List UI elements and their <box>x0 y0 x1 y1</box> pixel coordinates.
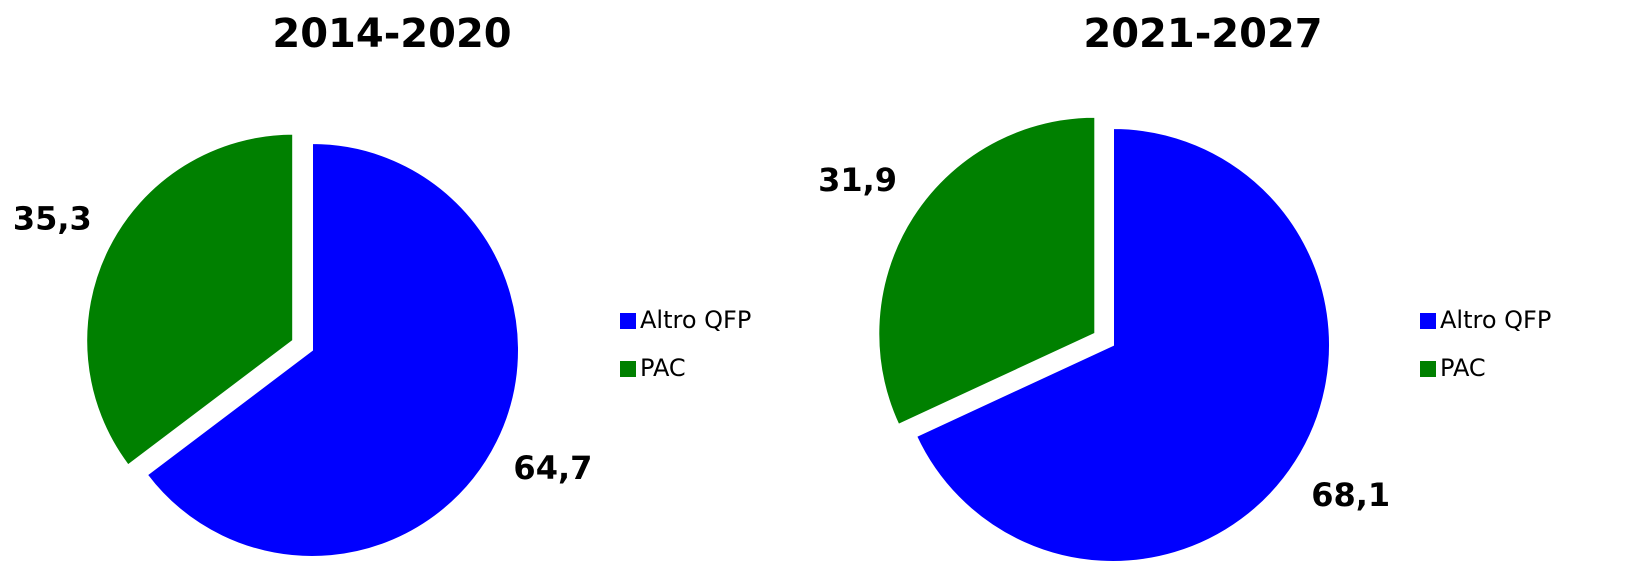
data-label: 31,9 <box>818 161 897 199</box>
chart-title: 2021-2027 <box>1083 11 1322 57</box>
legend-label: PAC <box>1440 354 1486 382</box>
legend-label: PAC <box>640 354 686 382</box>
legend-swatch <box>1420 313 1436 329</box>
data-label: 68,1 <box>1311 476 1390 514</box>
legend-label: Altro QFP <box>1440 306 1551 334</box>
legend-swatch <box>620 313 636 329</box>
chart-title: 2014-2020 <box>272 11 511 57</box>
pie-slice <box>877 115 1097 427</box>
legend-swatch <box>1420 361 1436 377</box>
legend-label: Altro QFP <box>640 306 751 334</box>
legend-swatch <box>620 361 636 377</box>
pie-slice <box>145 141 520 558</box>
pie-slice <box>85 132 295 467</box>
data-label: 35,3 <box>13 200 92 238</box>
pie-slice <box>914 126 1331 563</box>
data-label: 64,7 <box>513 449 592 487</box>
